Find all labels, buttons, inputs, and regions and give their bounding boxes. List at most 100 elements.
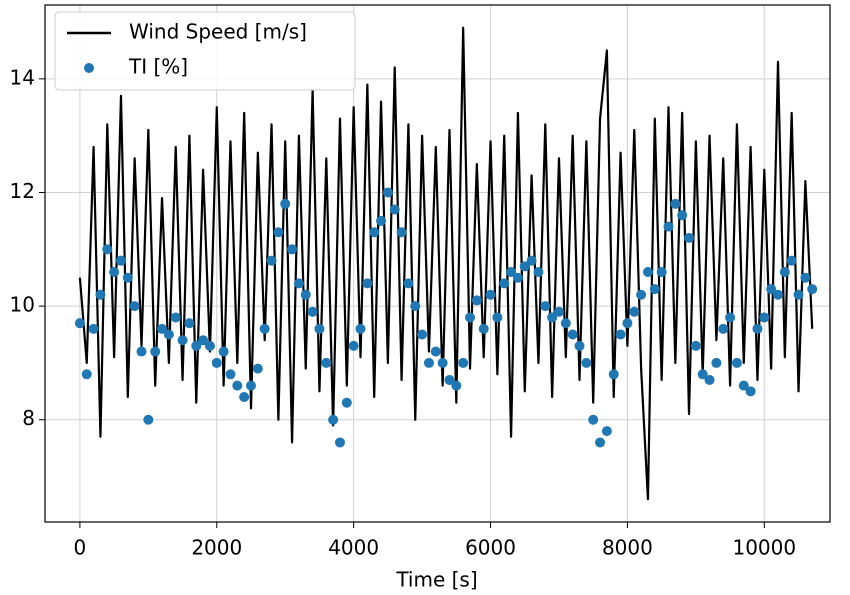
ti-point (417, 329, 428, 340)
ti-point (170, 312, 181, 323)
ti-point (649, 284, 660, 295)
ti-point (588, 414, 599, 425)
ti-point (519, 261, 530, 272)
ti-point (163, 329, 174, 340)
ti-point (287, 244, 298, 255)
ti-point (129, 301, 140, 312)
ti-point (800, 272, 811, 283)
ti-point (601, 426, 612, 437)
ti-point (136, 346, 147, 357)
ti-point (259, 323, 270, 334)
ti-point (465, 312, 476, 323)
x-tick-label: 0 (74, 536, 87, 560)
ti-point (225, 369, 236, 380)
ti-point (218, 346, 229, 357)
ti-point (122, 272, 133, 283)
ti-point (95, 289, 106, 300)
y-tick-label: 14 (10, 65, 35, 89)
ti-point (656, 267, 667, 278)
y-tick-label: 10 (10, 293, 35, 317)
ti-point (143, 414, 154, 425)
ti-point (752, 323, 763, 334)
ti-point (725, 312, 736, 323)
ti-point (451, 380, 462, 391)
ti-point (745, 386, 756, 397)
y-tick-label: 12 (10, 179, 35, 203)
ti-point (389, 204, 400, 215)
ti-point (560, 318, 571, 329)
ti-point (629, 306, 640, 317)
ti-point (553, 306, 564, 317)
ti-point (321, 357, 332, 368)
ti-point (232, 380, 243, 391)
ti-point (157, 323, 168, 334)
ti-point (334, 437, 345, 448)
ti-point (581, 357, 592, 368)
ti-point (115, 255, 126, 266)
ti-point (362, 278, 373, 289)
ti-point (102, 244, 113, 255)
ti-point (547, 312, 558, 323)
ti-point (314, 323, 325, 334)
ti-point (403, 278, 414, 289)
ti-point (636, 289, 647, 300)
ti-point (430, 346, 441, 357)
ti-point (793, 289, 804, 300)
ti-point (211, 357, 222, 368)
ti-point (376, 215, 387, 226)
ti-point (807, 284, 818, 295)
ti-point (684, 232, 695, 243)
ti-point (595, 437, 606, 448)
x-tick-label: 8000 (602, 536, 653, 560)
ti-point (410, 301, 421, 312)
ti-point (307, 306, 318, 317)
x-tick-label: 10000 (732, 536, 796, 560)
ti-point (567, 329, 578, 340)
ti-point (622, 318, 633, 329)
ti-point (574, 340, 585, 351)
ti-point (670, 198, 681, 209)
ti-point (499, 278, 510, 289)
ti-point (663, 221, 674, 232)
ti-point (642, 267, 653, 278)
legend-marker (84, 63, 94, 73)
ti-point (239, 392, 250, 403)
ti-point (88, 323, 99, 334)
wind-line (78, 26, 814, 501)
ti-point (697, 369, 708, 380)
ti-point (198, 335, 209, 346)
ti-point (677, 210, 688, 221)
ti-point (246, 380, 257, 391)
ti-point (184, 318, 195, 329)
ti-point (485, 289, 496, 300)
ti-point (772, 289, 783, 300)
ti-point (731, 357, 742, 368)
ti-point (280, 198, 291, 209)
x-tick-label: 6000 (465, 536, 516, 560)
ti-point (266, 255, 277, 266)
plot-frame (44, 4, 831, 523)
ti-point (109, 267, 120, 278)
ti-point (81, 369, 92, 380)
ti-point (779, 267, 790, 278)
ti-point (423, 357, 434, 368)
ti-point (533, 267, 544, 278)
ti-point (615, 329, 626, 340)
legend-box (54, 11, 356, 91)
ti-point (369, 227, 380, 238)
legend-label: TI [%] (128, 55, 188, 79)
ti-point (341, 397, 352, 408)
ti-point (471, 295, 482, 306)
ti-point (293, 278, 304, 289)
ti-point (512, 272, 523, 283)
ti-point (608, 369, 619, 380)
ti-point (300, 289, 311, 300)
x-tick-label: 4000 (328, 536, 379, 560)
ti-point (786, 255, 797, 266)
ti-point (506, 267, 517, 278)
ti-point (690, 340, 701, 351)
ti-point (711, 357, 722, 368)
ti-point (437, 357, 448, 368)
ti-point (252, 363, 263, 374)
